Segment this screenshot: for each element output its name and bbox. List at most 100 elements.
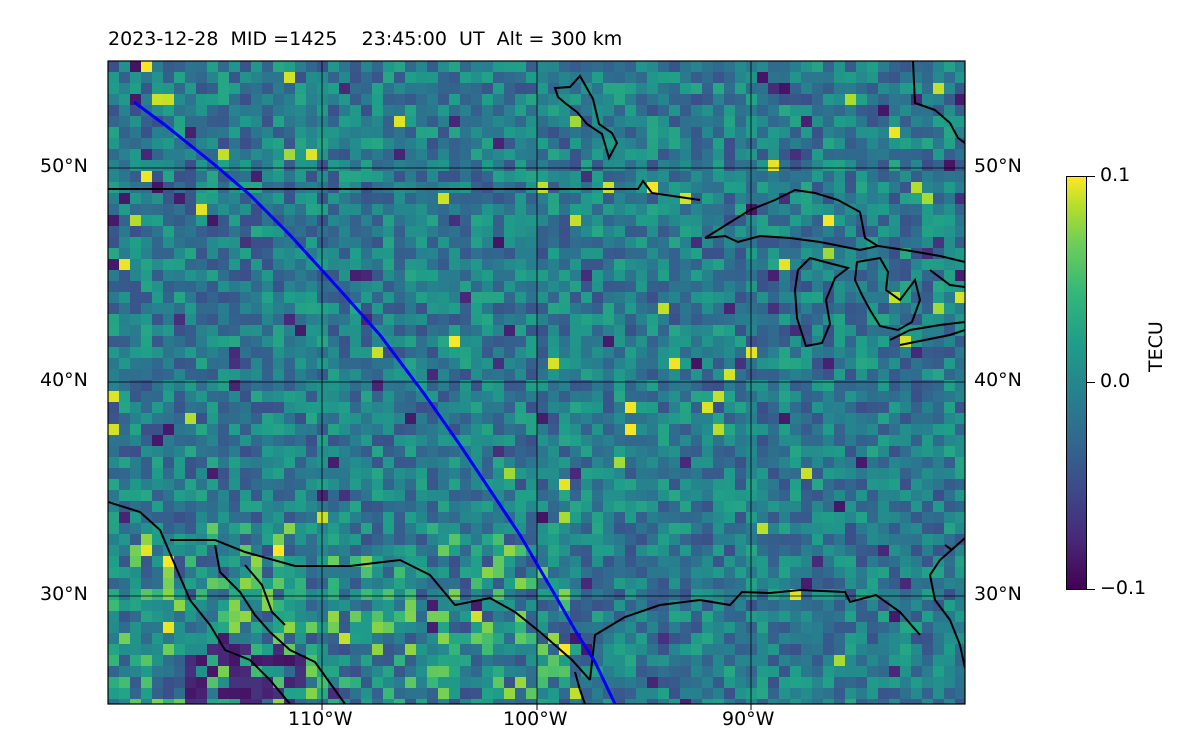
tec-cell [724,446,735,457]
tec-cell [801,556,812,567]
tec-cell [416,424,427,435]
tec-cell [757,512,768,523]
tec-cell [229,72,240,83]
tec-cell [493,270,504,281]
tec-cell [790,424,801,435]
tec-cell [812,688,823,699]
tec-cell [295,578,306,589]
tec-cell [174,512,185,523]
tec-cell [768,314,779,325]
tec-cell [889,105,900,116]
tec-cell [240,259,251,270]
tec-cell [537,479,548,490]
tec-cell [900,149,911,160]
tec-cell [614,556,625,567]
tec-cell [262,490,273,501]
tec-cell [372,424,383,435]
tec-cell [834,226,845,237]
tec-cell [713,94,724,105]
tec-cell [284,611,295,622]
tec-cell [449,479,460,490]
tec-cell [361,644,372,655]
tec-cell [196,182,207,193]
tec-cell [955,149,965,160]
tec-cell [350,435,361,446]
tec-cell [768,633,779,644]
tec-cell [405,281,416,292]
tec-cell [196,160,207,171]
tec-cell [449,391,460,402]
tec-cell [856,325,867,336]
tec-cell [944,336,955,347]
tec-cell [141,391,152,402]
tec-cell [471,105,482,116]
tec-cell [471,160,482,171]
tec-cell [724,138,735,149]
tec-cell [251,226,262,237]
tec-cell [636,534,647,545]
tec-cell [306,292,317,303]
tec-cell [933,204,944,215]
tec-cell [383,699,394,704]
tec-cell [548,281,559,292]
tec-cell [240,358,251,369]
tec-cell [647,556,658,567]
tec-cell [196,391,207,402]
tec-cell [812,446,823,457]
tec-cell [163,347,174,358]
tec-cell [141,237,152,248]
tec-cell [471,116,482,127]
tec-cell [163,336,174,347]
tec-cell [581,369,592,380]
tec-cell [680,655,691,666]
tec-cell [867,160,878,171]
tec-cell [152,116,163,127]
tec-cell [735,248,746,259]
tec-cell [691,116,702,127]
tec-cell [471,688,482,699]
tec-cell [240,215,251,226]
tec-cell [306,512,317,523]
tec-cell [548,193,559,204]
tec-cell [460,138,471,149]
tec-cell [405,193,416,204]
tec-cell [119,336,130,347]
tec-cell [955,61,965,72]
tec-cell [405,138,416,149]
tec-cell [856,336,867,347]
tec-cell [394,644,405,655]
tec-cell [812,314,823,325]
tec-cell [548,116,559,127]
tec-cell [614,600,625,611]
tec-cell [878,193,889,204]
tec-cell [746,589,757,600]
tec-cell [614,611,625,622]
tec-cell [383,94,394,105]
tec-cell [416,259,427,270]
tec-cell [372,479,383,490]
tec-cell [251,501,262,512]
tec-cell [284,281,295,292]
tec-cell [119,215,130,226]
tec-cell [867,83,878,94]
tec-cell [163,413,174,424]
tec-cell [603,83,614,94]
tec-cell [350,699,361,704]
tec-cell [570,369,581,380]
tec-cell [108,534,119,545]
tec-cell [625,204,636,215]
tec-cell [614,204,625,215]
tec-cell [108,336,119,347]
tec-cell [911,160,922,171]
tec-cell [284,655,295,666]
tec-cell [647,534,658,545]
tec-cell [339,391,350,402]
tec-cell [218,204,229,215]
tec-cell [823,248,834,259]
tec-cell [229,699,240,704]
tec-cell [427,303,438,314]
tec-cell [163,457,174,468]
tec-cell [878,622,889,633]
tec-cell [119,270,130,281]
tec-cell [306,270,317,281]
